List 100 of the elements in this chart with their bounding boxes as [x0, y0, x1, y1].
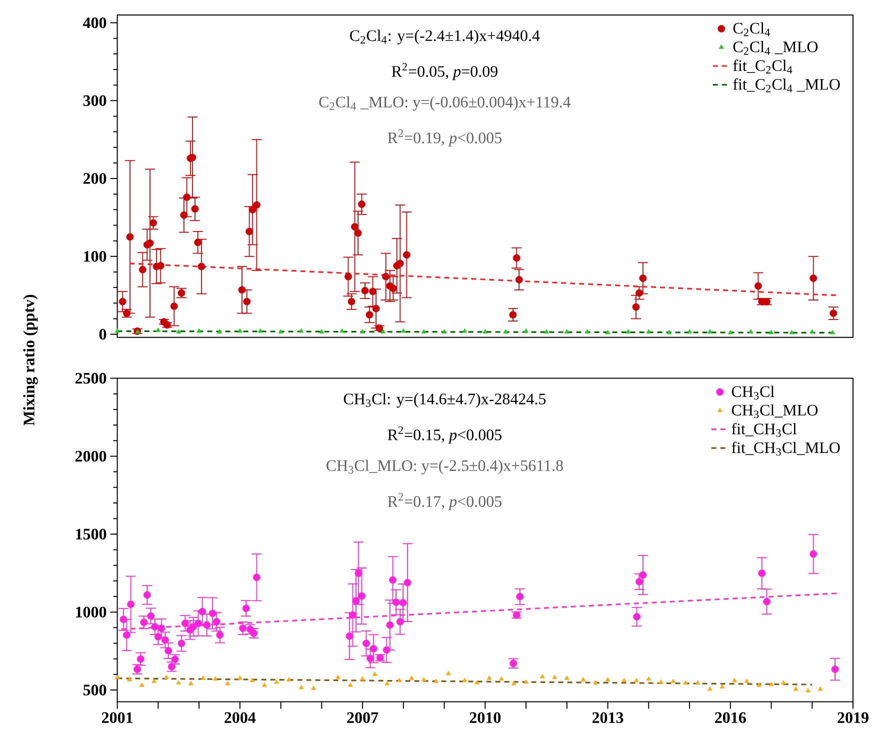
point [421, 677, 426, 682]
point [248, 206, 256, 214]
point [191, 205, 199, 213]
point [486, 676, 492, 680]
legend-label: C$_{2}$Cl$_{4}$ _MLO [733, 41, 818, 55]
point [180, 211, 188, 219]
annotation: C$_{2}$Cl$_{4}$ _MLO: y=(-0.06±0.004)x+119.4 [319, 96, 571, 111]
point [633, 613, 640, 620]
point [147, 612, 155, 620]
point [544, 329, 549, 334]
point [344, 272, 352, 280]
point [404, 578, 412, 586]
y-tick-label: 2000 [75, 450, 106, 462]
point [238, 286, 246, 294]
x-tick-label: 2019 [838, 712, 868, 724]
point [208, 610, 216, 618]
point [763, 598, 770, 606]
point [446, 670, 451, 676]
point [781, 680, 786, 684]
point [626, 329, 631, 334]
point [636, 578, 643, 586]
point [139, 682, 144, 687]
point [274, 679, 280, 684]
y-tick-label: 500 [83, 684, 106, 696]
point [212, 618, 220, 626]
point [146, 239, 154, 247]
point [810, 550, 818, 558]
point [120, 616, 128, 624]
legend-label: C$_{2}$Cl$_{4}$ [733, 22, 770, 36]
point [360, 329, 365, 334]
point [286, 677, 292, 682]
point [511, 680, 516, 686]
point [140, 618, 148, 626]
y-tick-label: 400 [83, 17, 106, 28]
point [580, 677, 586, 682]
point [421, 329, 426, 334]
point [708, 329, 712, 334]
point [278, 329, 284, 334]
point [203, 621, 211, 629]
point [605, 677, 610, 682]
point [198, 608, 206, 616]
point [434, 678, 439, 683]
point [389, 284, 397, 292]
point [114, 328, 120, 333]
point [225, 680, 230, 686]
point [632, 303, 640, 311]
point [361, 286, 369, 294]
y-tick-label: 1500 [76, 528, 106, 540]
point [728, 330, 733, 334]
point [564, 329, 570, 334]
point [474, 680, 480, 684]
point [351, 223, 358, 231]
y-tick-label: 2500 [75, 372, 106, 384]
point [372, 304, 380, 312]
point [593, 680, 598, 684]
annotation: R$^{2}$=0.15, p<0.005 [388, 426, 502, 444]
point [352, 597, 360, 604]
x-tick-label: 2010 [470, 712, 501, 724]
point [512, 611, 520, 619]
point [349, 611, 356, 619]
point [396, 678, 402, 682]
point [670, 678, 676, 683]
point [170, 302, 178, 310]
point [118, 298, 126, 306]
point [810, 329, 815, 334]
point [584, 329, 590, 334]
point [246, 228, 254, 236]
point [810, 274, 818, 282]
y-tick-label: 1000 [76, 606, 106, 618]
point [605, 330, 610, 334]
point [658, 679, 664, 684]
point [831, 666, 839, 673]
point [151, 623, 159, 630]
point [143, 591, 151, 599]
point [789, 330, 794, 334]
point [516, 592, 524, 600]
point [402, 251, 410, 259]
point [540, 674, 545, 678]
point [392, 598, 400, 606]
point [252, 574, 260, 582]
point [818, 686, 823, 691]
point [687, 329, 692, 334]
annotation: CH$_{3}$Cl: y=(14.6±4.7)x-28424.5 [344, 393, 546, 408]
point [639, 571, 647, 579]
point [366, 654, 374, 662]
point [370, 645, 378, 652]
point [138, 266, 146, 274]
point [176, 329, 182, 334]
point [682, 680, 688, 684]
point [217, 329, 222, 334]
point [178, 640, 186, 648]
point [188, 680, 194, 686]
point [793, 686, 798, 691]
point [123, 631, 130, 639]
point [239, 624, 246, 632]
point [384, 680, 390, 686]
point [768, 682, 774, 686]
point [442, 329, 447, 334]
point [366, 311, 374, 319]
point [386, 621, 394, 629]
